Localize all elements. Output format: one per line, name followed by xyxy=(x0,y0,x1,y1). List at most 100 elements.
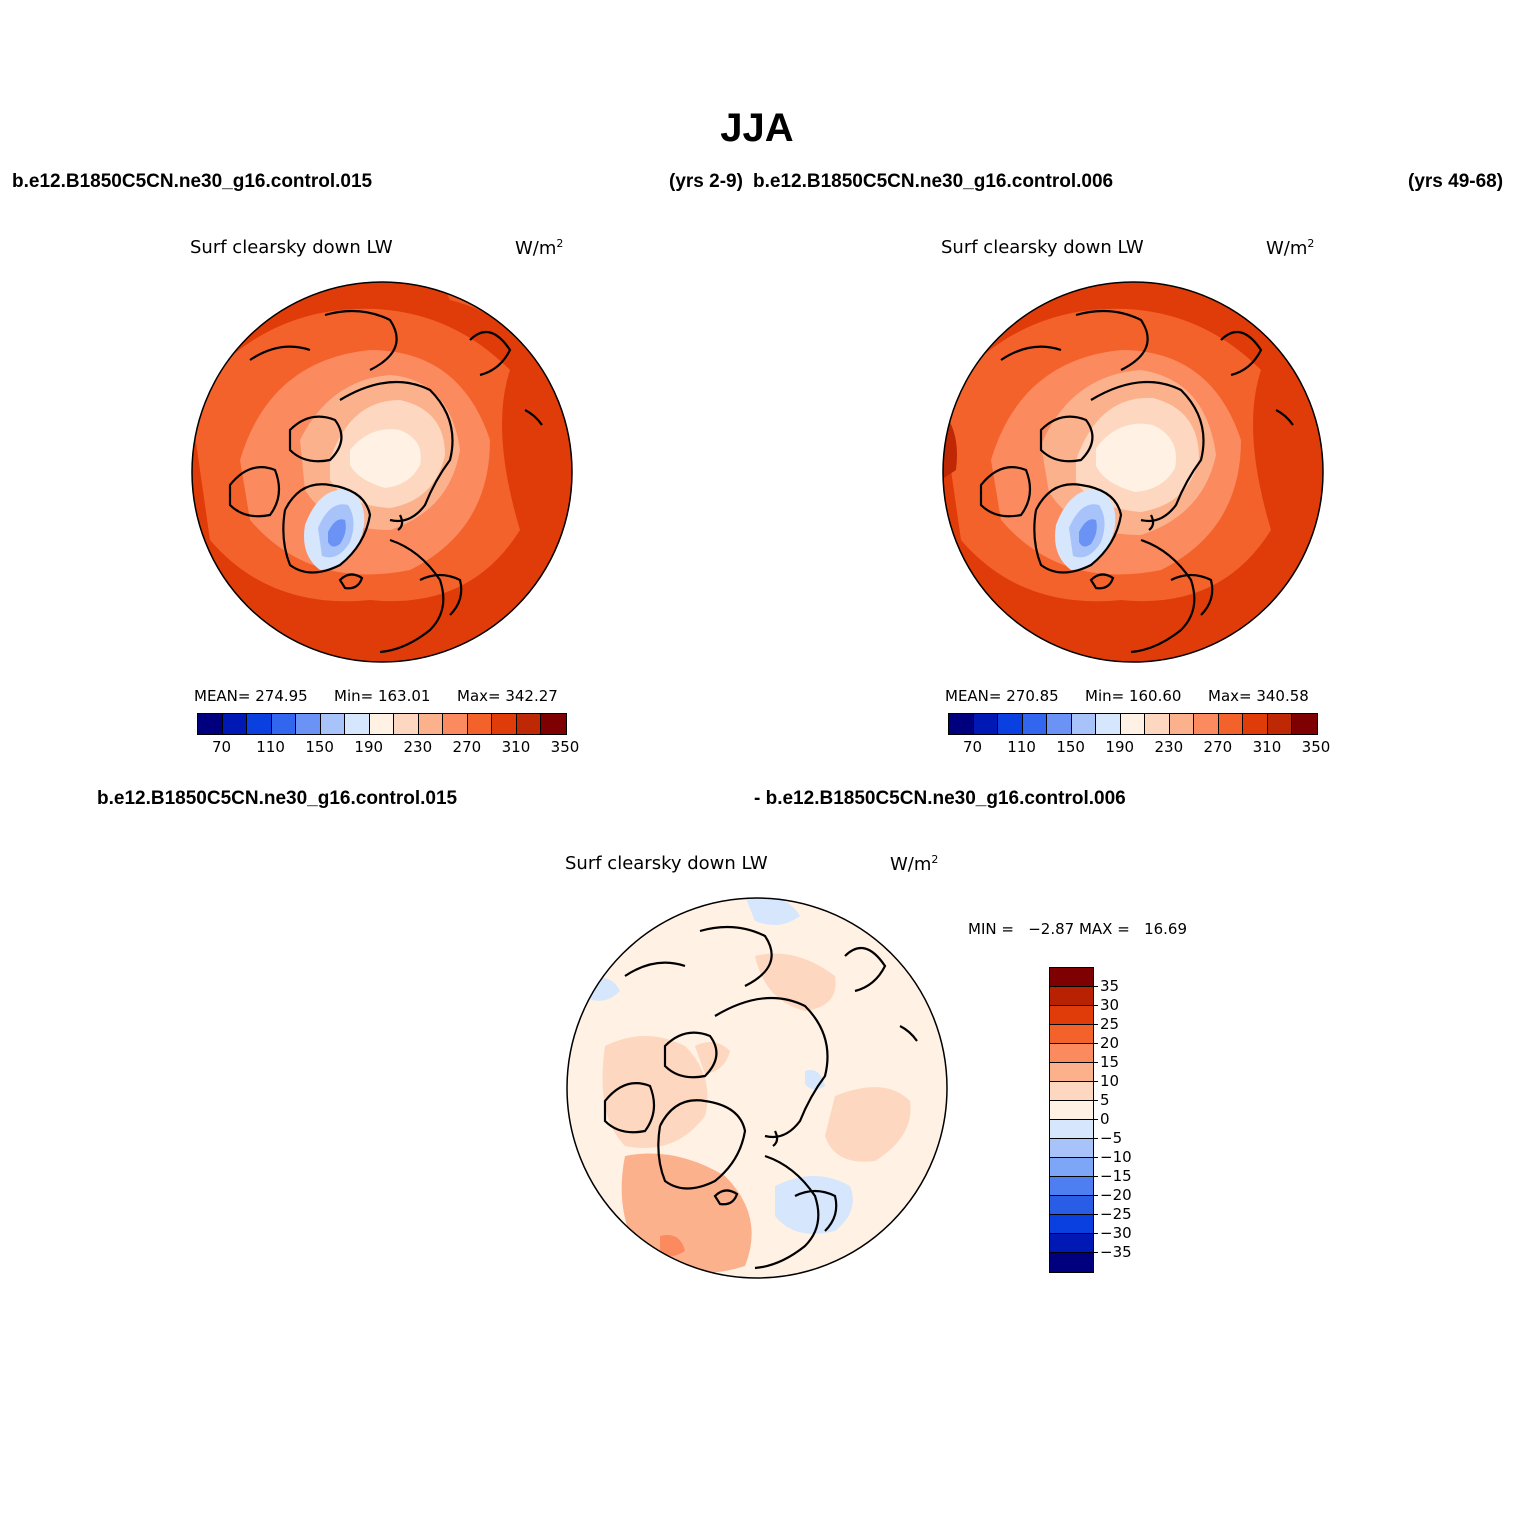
panel1-max-label: Max= 342.27 xyxy=(457,687,558,705)
colorbar-swatch xyxy=(271,714,297,734)
top-years-left-label: (yrs 2-9) xyxy=(669,171,743,192)
colorbar-swatch xyxy=(516,714,542,734)
colorbar-swatch xyxy=(1050,1158,1093,1177)
colorbar-swatch xyxy=(949,714,974,734)
colorbar-swatch xyxy=(1050,1006,1093,1025)
colorbar-tick xyxy=(1092,1004,1098,1006)
colorbar-tick-label: 25 xyxy=(1100,1015,1120,1033)
colorbar-tick-label: −30 xyxy=(1100,1224,1132,1242)
colorbar-tick-label: −35 xyxy=(1100,1243,1132,1261)
figure-title: JJA xyxy=(720,106,794,150)
colorbar-swatch xyxy=(320,714,346,734)
colorbar-tick-label: 270 xyxy=(452,738,482,756)
colorbar-tick-label: −10 xyxy=(1100,1148,1132,1166)
colorbar-swatch xyxy=(541,714,566,734)
colorbar-tick-label: 110 xyxy=(256,738,285,756)
colorbar-swatch xyxy=(1243,714,1268,734)
colorbar-swatch xyxy=(1050,1253,1093,1272)
panel2-max-label: Max= 340.58 xyxy=(1208,687,1309,705)
colorbar-swatch xyxy=(1047,714,1072,734)
top-case-right-label: b.e12.B1850C5CN.ne30_g16.control.006 xyxy=(753,171,1114,192)
colorbar-tick-label: 70 xyxy=(962,738,983,756)
colorbar-swatch xyxy=(1022,714,1048,734)
colorbar-swatch xyxy=(1050,1063,1093,1082)
colorbar-swatch xyxy=(394,714,419,734)
map-panel-case-006 xyxy=(942,281,1324,663)
panel3-title: Surf clearsky down LW xyxy=(565,853,768,874)
colorbar-tick xyxy=(1092,1213,1098,1215)
colorbar-swatch xyxy=(1096,714,1121,734)
colorbar-swatch xyxy=(443,714,468,734)
colorbar-tick-label: 30 xyxy=(1100,996,1120,1014)
colorbar-tick xyxy=(1092,1232,1098,1234)
colorbar-tick-label: −5 xyxy=(1100,1129,1123,1147)
colorbar-tick-label: 350 xyxy=(550,738,580,756)
diff-case-right-label: - b.e12.B1850C5CN.ne30_g16.control.006 xyxy=(754,788,1126,809)
top-case-left-label: b.e12.B1850C5CN.ne30_g16.control.015 xyxy=(12,171,373,192)
colorbar-tick-label: 270 xyxy=(1203,738,1233,756)
colorbar-swatch xyxy=(1050,1101,1093,1120)
colorbar-tick xyxy=(1092,1118,1098,1120)
colorbar-tick-label: −20 xyxy=(1100,1186,1132,1204)
colorbar-tick xyxy=(1092,1099,1098,1101)
panel2-colorbar xyxy=(948,713,1318,735)
panel1-units: W/m2 xyxy=(515,237,564,259)
panel3-minmax-label: MIN = −2.87 MAX = 16.69 xyxy=(968,920,1188,938)
colorbar-swatch xyxy=(1050,1177,1093,1196)
colorbar-tick xyxy=(1092,1194,1098,1196)
panel2-min-label: Min= 160.60 xyxy=(1085,687,1182,705)
panel1-mean-label: MEAN= 274.95 xyxy=(194,687,308,705)
colorbar-swatch xyxy=(198,714,223,734)
panel1-colorbar xyxy=(197,713,567,735)
colorbar-tick-label: 190 xyxy=(1105,738,1135,756)
colorbar-swatch xyxy=(222,714,248,734)
colorbar-swatch xyxy=(1145,714,1170,734)
colorbar-swatch xyxy=(1050,1082,1093,1101)
panel2-title: Surf clearsky down LW xyxy=(941,237,1144,258)
colorbar-swatch xyxy=(1194,714,1219,734)
colorbar-tick xyxy=(1092,1042,1098,1044)
colorbar-swatch xyxy=(296,714,321,734)
colorbar-tick-label: 230 xyxy=(403,738,433,756)
colorbar-swatch xyxy=(345,714,370,734)
panel2-mean-label: MEAN= 270.85 xyxy=(945,687,1059,705)
colorbar-swatch xyxy=(998,714,1023,734)
colorbar-swatch xyxy=(1169,714,1195,734)
colorbar-tick xyxy=(1092,1175,1098,1177)
colorbar-swatch xyxy=(1071,714,1097,734)
colorbar-swatch xyxy=(1050,1025,1093,1044)
colorbar-swatch xyxy=(1050,1044,1093,1063)
colorbar-tick-label: 150 xyxy=(305,738,334,756)
colorbar-tick xyxy=(1092,1156,1098,1158)
colorbar-swatch xyxy=(1050,968,1093,987)
map-panel-difference xyxy=(566,897,948,1279)
colorbar-swatch xyxy=(247,714,272,734)
colorbar-tick-label: 310 xyxy=(1252,738,1282,756)
colorbar-tick-label: 35 xyxy=(1100,977,1120,995)
colorbar-swatch xyxy=(1050,1215,1093,1234)
colorbar-tick-label: 10 xyxy=(1100,1072,1120,1090)
colorbar-tick-label: 190 xyxy=(354,738,384,756)
colorbar-swatch xyxy=(467,714,493,734)
colorbar-tick-label: 230 xyxy=(1154,738,1184,756)
colorbar-swatch xyxy=(492,714,517,734)
colorbar-tick-label: 110 xyxy=(1007,738,1036,756)
diff-case-left-label: b.e12.B1850C5CN.ne30_g16.control.015 xyxy=(97,788,458,809)
colorbar-swatch xyxy=(1050,1139,1093,1158)
colorbar-tick-label: 20 xyxy=(1100,1034,1120,1052)
colorbar-tick xyxy=(1092,1251,1098,1253)
colorbar-swatch xyxy=(1050,1196,1093,1215)
colorbar-swatch xyxy=(1050,1120,1093,1139)
colorbar-swatch xyxy=(973,714,999,734)
panel2-units: W/m2 xyxy=(1266,237,1315,259)
colorbar-tick xyxy=(1092,1023,1098,1025)
colorbar-tick xyxy=(1092,1137,1098,1139)
colorbar-tick-label: 5 xyxy=(1100,1091,1110,1109)
colorbar-swatch xyxy=(1267,714,1293,734)
colorbar-tick-label: 350 xyxy=(1301,738,1331,756)
colorbar-tick-label: 70 xyxy=(211,738,232,756)
colorbar-tick-label: 310 xyxy=(501,738,531,756)
diff-colorbar xyxy=(1049,967,1094,1273)
panel1-min-label: Min= 163.01 xyxy=(334,687,431,705)
map-panel-case-015 xyxy=(191,281,573,663)
